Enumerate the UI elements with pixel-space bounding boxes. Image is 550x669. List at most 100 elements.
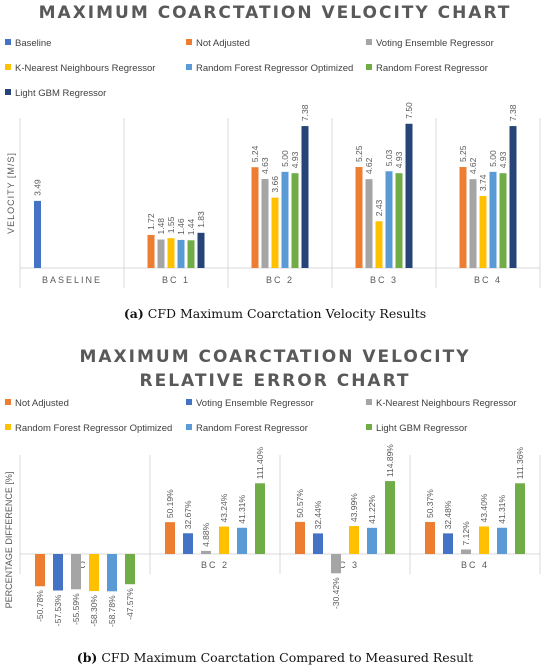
legend-label: Voting Ensemble Regressor	[376, 38, 494, 49]
bar-random-forest-regressor-bc-4	[499, 173, 507, 268]
data-label: 5.25	[354, 145, 364, 162]
legend-swatch	[366, 64, 372, 71]
bar-random-forest-regressor-optimized-bc-3	[349, 526, 359, 554]
legend-label: Random Forest Regressor Optimized	[196, 63, 354, 74]
bar-k-nearest-neighbours-regressor-bc-2	[201, 550, 211, 554]
chart-b-title-text: MAXIMUM COARCTATION VELOCITY RELATIVE ER…	[79, 347, 471, 391]
data-label: 7.50	[404, 102, 414, 119]
bar-random-forest-regressor-bc-2	[291, 173, 299, 268]
data-label: 5.00	[488, 150, 498, 167]
category-label-bc-2: BC 2	[266, 275, 294, 285]
category-label-bc-2: BC 2	[201, 560, 229, 570]
bar-k-nearest-neighbours-regressor-bc-3	[331, 554, 341, 574]
bar-baseline-baseline	[34, 200, 41, 268]
data-label: 41.22%	[367, 495, 377, 524]
bar-voting-ensemble-regressor-bc-4	[443, 533, 453, 554]
legend-label: Not Adjusted	[15, 398, 69, 409]
caption-b-text: CFD Maximum Coarctation Compared to Meas…	[101, 650, 474, 665]
bar-random-forest-regressor-bc-4	[497, 527, 507, 554]
bar-voting-ensemble-regressor-bc-1	[157, 239, 165, 268]
legend-item-light-gbm-regressor: Light GBM Regressor	[366, 423, 467, 434]
bar-light-gbm-regressor-bc-4	[515, 483, 525, 554]
bar-random-forest-regressor-optimized-bc-1	[89, 554, 99, 592]
bar-not-adjusted-bc-1	[147, 234, 155, 268]
category-label-baseline: BASELINE	[42, 275, 102, 285]
data-label: 41.31%	[237, 495, 247, 524]
bar-random-forest-regressor-optimized-bc-2	[219, 526, 229, 554]
data-label: 7.38	[508, 104, 518, 121]
data-label: 4.62	[468, 157, 478, 174]
bar-random-forest-regressor-optimized-bc-4	[479, 526, 489, 554]
bar-k-nearest-neighbours-regressor-bc-1	[71, 554, 81, 590]
data-label: -58.78%	[107, 595, 117, 627]
legend-item-random-forest-regressor-optimized: Random Forest Regressor Optimized	[186, 63, 353, 74]
chart-b-title: MAXIMUM COARCTATION VELOCITY RELATIVE ER…	[0, 345, 550, 393]
bar-k-nearest-neighbours-regressor-bc-3	[375, 221, 383, 268]
bar-not-adjusted-bc-4	[459, 167, 467, 268]
legend-swatch	[5, 399, 11, 406]
bar-voting-ensemble-regressor-bc-4	[469, 179, 477, 268]
data-label: 1.44	[186, 218, 196, 235]
legend-swatch	[366, 399, 372, 406]
bar-not-adjusted-bc-2	[165, 522, 175, 554]
caption-a: (a) CFD Maximum Coarctation Velocity Res…	[0, 306, 550, 321]
legend-swatch	[5, 39, 11, 46]
legend-item-k-nearest-neighbours-regressor: K-Nearest Neighbours Regressor	[5, 63, 155, 74]
category-label-bc-4: BC 4	[474, 275, 502, 285]
data-label: 2.43	[374, 199, 384, 216]
legend-swatch	[5, 64, 11, 71]
bar-voting-ensemble-regressor-bc-3	[313, 533, 323, 554]
data-label: 43.99%	[349, 493, 359, 522]
data-label: 41.31%	[497, 495, 507, 524]
legend-swatch	[5, 89, 11, 96]
legend-swatch	[5, 424, 11, 431]
data-label: 5.00	[280, 150, 290, 167]
legend-label: Light GBM Regressor	[376, 423, 468, 434]
category-label-bc-3: BC 3	[370, 275, 398, 285]
legend-swatch	[186, 399, 192, 406]
data-label: 1.55	[166, 216, 176, 233]
data-label: 5.24	[250, 145, 260, 162]
caption-b-label: (b)	[76, 650, 98, 665]
data-label: -47.57%	[125, 588, 135, 620]
data-label: 1.72	[146, 213, 156, 230]
bar-light-gbm-regressor-bc-2	[301, 126, 309, 268]
legend-label: Random Forest Regressor	[376, 63, 488, 74]
data-label: 4.63	[260, 157, 270, 174]
bar-light-gbm-regressor-bc-1	[197, 232, 205, 268]
category-label-bc-1: BC 1	[71, 560, 99, 570]
data-label: 114.89%	[385, 444, 395, 477]
data-label: -57.53%	[53, 594, 63, 626]
data-label: 3.49	[33, 179, 43, 196]
bar-light-gbm-regressor-bc-1	[125, 554, 135, 585]
bar-light-gbm-regressor-bc-2	[255, 483, 265, 554]
chart-a-plot: VELOCITY [M/S] BASELINE BC 1 BC 2 BC 3 BC 4 3.…	[6, 102, 541, 288]
data-label: 3.74	[478, 174, 488, 191]
legend-swatch	[366, 39, 372, 46]
bar-random-forest-regressor-bc-2	[237, 527, 247, 554]
legend-item-light-gbm-regressor: Light GBM Regressor	[5, 88, 106, 99]
legend-swatch	[186, 424, 192, 431]
legend-label: K-Nearest Neighbours Regressor	[376, 398, 517, 409]
bar-random-forest-regressor-optimized-bc-4	[489, 171, 497, 268]
data-label: 50.37%	[425, 489, 435, 518]
data-label: 32.67%	[183, 500, 193, 529]
data-label: 1.46	[176, 218, 186, 235]
legend-item-random-forest-regressor: Random Forest Regressor	[186, 423, 308, 434]
bar-voting-ensemble-regressor-bc-3	[365, 179, 373, 268]
data-label: 32.44%	[313, 500, 323, 529]
legend-label: Baseline	[15, 38, 52, 49]
legend-label: K-Nearest Neighbours Regressor	[15, 63, 156, 74]
bar-random-forest-regressor-bc-1	[187, 240, 195, 268]
data-label: 111.36%	[515, 447, 525, 480]
y-axis-label: VELOCITY [M/S]	[6, 152, 16, 234]
data-label: 1.48	[156, 218, 166, 235]
data-label: 4.93	[498, 151, 508, 168]
bar-not-adjusted-bc-4	[425, 522, 435, 554]
legend-label: Not Adjusted	[196, 38, 250, 49]
data-label: 43.40%	[479, 493, 489, 522]
bar-light-gbm-regressor-bc-4	[509, 126, 517, 268]
legend-item-not-adjusted: Not Adjusted	[186, 38, 250, 49]
chart-a-title: MAXIMUM COARCTATION VELOCITY CHART	[38, 3, 512, 23]
bar-not-adjusted-bc-3	[295, 521, 305, 554]
